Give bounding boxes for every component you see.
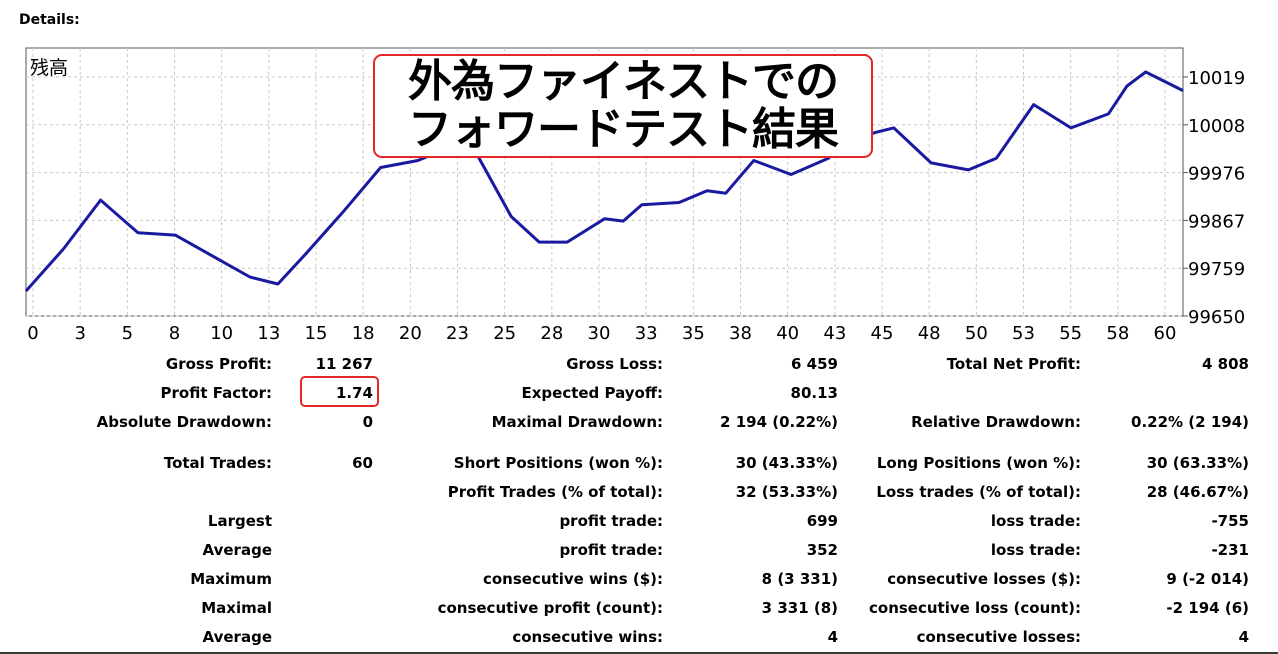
profit-factor-highlight xyxy=(300,376,379,407)
short-positions-label: Short Positions (won %): xyxy=(453,454,663,472)
y-tick-label: 99650 xyxy=(1188,307,1245,328)
gross-profit-label: Gross Profit: xyxy=(165,355,272,373)
largest-label: Largest xyxy=(207,512,272,530)
largest-profit-trade-label: profit trade: xyxy=(559,512,663,530)
x-tick-label: 60 xyxy=(1154,323,1177,344)
expected-payoff-label: Expected Payoff: xyxy=(521,384,663,402)
relative-drawdown-label: Relative Drawdown: xyxy=(911,413,1081,431)
x-tick-label: 3 xyxy=(74,323,85,344)
max-consecutive-losses-label: consecutive losses ($): xyxy=(887,570,1081,588)
x-tick-label: 8 xyxy=(169,323,180,344)
avg-consecutive-wins-value: 4 xyxy=(827,628,838,646)
y-tick-label: 10019 xyxy=(1188,68,1245,89)
x-tick-label: 43 xyxy=(823,323,846,344)
x-tick-label: 10 xyxy=(210,323,233,344)
maximal-consecutive-loss-label: consecutive loss (count): xyxy=(869,599,1081,617)
max-consecutive-wins-label: consecutive wins ($): xyxy=(482,570,663,588)
total-net-profit-value: 4 808 xyxy=(1202,355,1249,373)
long-positions-value: 30 (63.33%) xyxy=(1146,454,1249,472)
average-consecutive-label: Average xyxy=(202,628,272,646)
gross-profit-value: 11 267 xyxy=(315,355,373,373)
profit-factor-value: 1.74 xyxy=(335,384,373,402)
average-loss-trade-value: -231 xyxy=(1211,541,1249,559)
gross-loss-value: 6 459 xyxy=(791,355,838,373)
x-tick-label: 15 xyxy=(305,323,328,344)
total-trades-value: 60 xyxy=(352,454,373,472)
maximal-label: Maximal xyxy=(201,599,272,617)
y-tick-label: 99976 xyxy=(1188,164,1245,185)
profit-factor-label: Profit Factor: xyxy=(160,384,272,402)
balance-chart: 0 3 5 8 10 13 15 18 20 23 25 28 30 33 35 38 40 43 45 48 50 53… xyxy=(24,47,1245,344)
largest-loss-trade-label: loss trade: xyxy=(990,512,1081,530)
overlay-title-box: 外為ファイネストでの フォワードテスト結果 xyxy=(373,54,873,158)
maximal-consecutive-loss-value: -2 194 (6) xyxy=(1166,599,1249,617)
chart-ticks: 0 3 5 8 10 13 15 18 20 23 25 28 30 33 35 38 40 43 45 48 50 53… xyxy=(27,68,1245,344)
short-positions-value: 30 (43.33%) xyxy=(735,454,838,472)
chart-title: 残高 xyxy=(30,57,68,79)
maximal-drawdown-value: 2 194 (0.22%) xyxy=(720,413,838,431)
plot-area xyxy=(25,47,1184,317)
x-tick-label: 0 xyxy=(27,323,38,344)
average-label: Average xyxy=(202,541,272,559)
bottom-divider xyxy=(0,652,1278,654)
y-tick-label: 99759 xyxy=(1188,259,1245,280)
total-trades-label: Total Trades: xyxy=(163,454,272,472)
x-tick-label: 20 xyxy=(399,323,422,344)
x-tick-label: 13 xyxy=(257,323,280,344)
maximal-consecutive-profit-value: 3 331 (8) xyxy=(761,599,838,617)
details-label: Details: xyxy=(19,12,80,28)
x-tick-label: 55 xyxy=(1059,323,1082,344)
x-tick-label: 23 xyxy=(446,323,469,344)
avg-consecutive-wins-label: consecutive wins: xyxy=(512,628,663,646)
max-consecutive-losses-value: 9 (-2 014) xyxy=(1166,570,1249,588)
overlay-title-line1: 外為ファイネストでの xyxy=(408,56,839,107)
average-profit-trade-value: 352 xyxy=(806,541,838,559)
avg-consecutive-losses-label: consecutive losses: xyxy=(916,628,1081,646)
profit-trades-label: Profit Trades (% of total): xyxy=(447,483,663,501)
loss-trades-value: 28 (46.67%) xyxy=(1146,483,1249,501)
x-tick-label: 48 xyxy=(918,323,941,344)
profit-trades-value: 32 (53.33%) xyxy=(735,483,838,501)
x-tick-label: 5 xyxy=(122,323,133,344)
average-profit-trade-label: profit trade: xyxy=(559,541,663,559)
max-consecutive-wins-value: 8 (3 331) xyxy=(761,570,838,588)
maximal-consecutive-profit-label: consecutive profit (count): xyxy=(437,599,663,617)
loss-trades-label: Loss trades (% of total): xyxy=(876,483,1081,501)
x-tick-label: 53 xyxy=(1012,323,1035,344)
largest-loss-trade-value: -755 xyxy=(1211,512,1249,530)
x-tick-label: 35 xyxy=(682,323,705,344)
x-tick-label: 30 xyxy=(588,323,611,344)
absolute-drawdown-value: 0 xyxy=(362,413,373,431)
x-tick-label: 50 xyxy=(965,323,988,344)
avg-consecutive-losses-value: 4 xyxy=(1238,628,1249,646)
x-tick-label: 28 xyxy=(540,323,563,344)
x-tick-label: 38 xyxy=(729,323,752,344)
gross-loss-label: Gross Loss: xyxy=(566,355,663,373)
long-positions-label: Long Positions (won %): xyxy=(876,454,1081,472)
maximal-drawdown-label: Maximal Drawdown: xyxy=(491,413,663,431)
x-tick-label: 18 xyxy=(352,323,375,344)
total-net-profit-label: Total Net Profit: xyxy=(946,355,1081,373)
balance-line xyxy=(24,70,1184,292)
x-tick-label: 40 xyxy=(776,323,799,344)
absolute-drawdown-label: Absolute Drawdown: xyxy=(96,413,272,431)
x-tick-label: 25 xyxy=(493,323,516,344)
x-tick-label: 45 xyxy=(871,323,894,344)
x-tick-label: 33 xyxy=(635,323,658,344)
x-tick-label: 58 xyxy=(1106,323,1129,344)
relative-drawdown-value: 0.22% (2 194) xyxy=(1131,413,1249,431)
y-tick-label: 10008 xyxy=(1188,116,1245,137)
maximum-label: Maximum xyxy=(190,570,272,588)
average-loss-trade-label: loss trade: xyxy=(990,541,1081,559)
overlay-title-line2: フォワードテスト結果 xyxy=(408,104,839,155)
largest-profit-trade-value: 699 xyxy=(806,512,838,530)
y-tick-label: 99867 xyxy=(1188,211,1245,232)
expected-payoff-value: 80.13 xyxy=(790,384,838,402)
